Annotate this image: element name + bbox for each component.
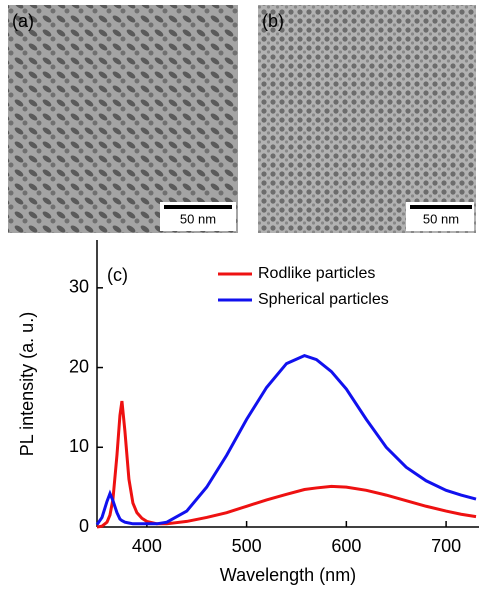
y-tick-label: 0 (79, 516, 89, 536)
series-line (96, 400, 477, 529)
scale-bar (164, 205, 232, 209)
panel-label: (b) (262, 11, 284, 31)
micrograph (8, 5, 238, 233)
series-line (95, 353, 477, 526)
x-tick-label: 400 (132, 536, 162, 556)
y-tick-label: 10 (69, 436, 89, 456)
legend-label: Spherical particles (258, 291, 389, 308)
scale-label: 50 nm (180, 211, 216, 226)
panel-label: (a) (12, 11, 34, 31)
x-tick-label: 500 (232, 536, 262, 556)
x-tick-label: 700 (431, 536, 461, 556)
scale-bar (410, 205, 472, 209)
legend-label: Rodlike particles (258, 265, 375, 282)
panel-b: (b) 50 nm (258, 5, 476, 233)
x-tick-label: 600 (331, 536, 361, 556)
panel-a: (a) 50 nm (8, 5, 238, 233)
y-tick-label: 20 (69, 356, 89, 376)
line-chart: (c) Wavelength (nm) PL intensity (a. u.)… (17, 240, 479, 585)
x-axis-label: Wavelength (nm) (220, 565, 356, 585)
scale-label: 50 nm (423, 211, 459, 226)
micrograph (258, 5, 476, 233)
y-tick-label: 30 (69, 277, 89, 297)
y-axis-label: PL intensity (a. u.) (17, 312, 37, 456)
annotation: (c) (107, 265, 128, 285)
